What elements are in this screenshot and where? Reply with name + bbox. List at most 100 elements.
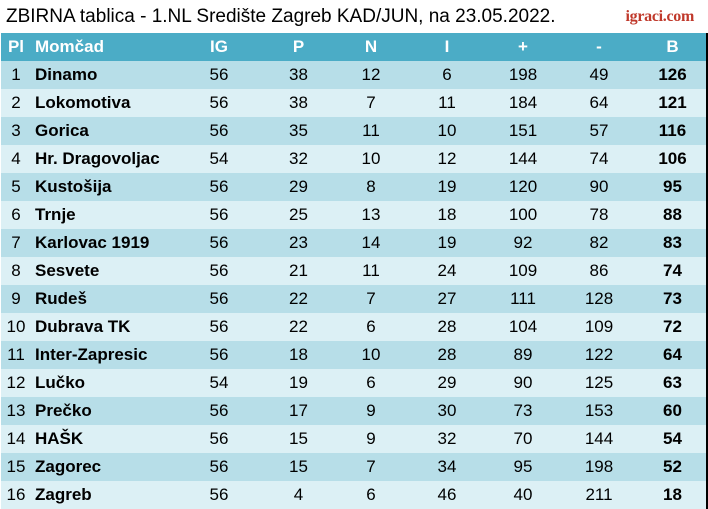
table-title: ZBIRNA tablica - 1.NL Središte Zagreb KA… — [6, 6, 556, 27]
cell-wins: 29 — [262, 173, 335, 201]
cell-draws: 7 — [335, 453, 407, 481]
header-pl: Pl — [1, 33, 31, 61]
cell-goals-for: 111 — [487, 285, 559, 313]
cell-position: 10 — [1, 313, 31, 341]
cell-draws: 10 — [335, 145, 407, 173]
cell-played: 56 — [176, 89, 262, 117]
standings-body: 1 Dinamo 56 38 12 6 198 49 126 2 Lokomotiva 56 38 7 11… — [1, 61, 708, 509]
cell-played: 56 — [176, 285, 262, 313]
cell-goals-against: 57 — [559, 117, 639, 145]
cell-position: 5 — [1, 173, 31, 201]
cell-draws: 13 — [335, 201, 407, 229]
table-row: 1 Dinamo 56 38 12 6 198 49 126 — [1, 61, 708, 89]
site-logo: igraci.com — [625, 8, 694, 25]
header-team: Momčad — [31, 33, 176, 61]
cell-played: 56 — [176, 173, 262, 201]
cell-team: Zagorec — [31, 453, 176, 481]
cell-position: 3 — [1, 117, 31, 145]
cell-points: 72 — [639, 313, 708, 341]
cell-losses: 32 — [407, 425, 487, 453]
cell-losses: 6 — [407, 61, 487, 89]
cell-wins: 32 — [262, 145, 335, 173]
cell-goals-for: 95 — [487, 453, 559, 481]
cell-team: HAŠK — [31, 425, 176, 453]
cell-losses: 28 — [407, 341, 487, 369]
cell-wins: 19 — [262, 369, 335, 397]
cell-goals-for: 184 — [487, 89, 559, 117]
cell-team: Lokomotiva — [31, 89, 176, 117]
table-row: 3 Gorica 56 35 11 10 151 57 116 — [1, 117, 708, 145]
cell-wins: 15 — [262, 425, 335, 453]
cell-draws: 12 — [335, 61, 407, 89]
cell-played: 56 — [176, 61, 262, 89]
cell-draws: 11 — [335, 117, 407, 145]
cell-played: 56 — [176, 313, 262, 341]
cell-position: 9 — [1, 285, 31, 313]
cell-draws: 7 — [335, 89, 407, 117]
cell-goals-for: 120 — [487, 173, 559, 201]
cell-points: 60 — [639, 397, 708, 425]
standings-table: Pl Momčad IG P N I + - B 1 Dinamo 56 38 12 6 1… — [1, 33, 708, 509]
cell-position: 11 — [1, 341, 31, 369]
cell-draws: 7 — [335, 285, 407, 313]
cell-losses: 19 — [407, 229, 487, 257]
cell-goals-for: 151 — [487, 117, 559, 145]
cell-wins: 22 — [262, 285, 335, 313]
cell-goals-against: 144 — [559, 425, 639, 453]
cell-losses: 46 — [407, 481, 487, 509]
cell-points: 63 — [639, 369, 708, 397]
cell-points: 73 — [639, 285, 708, 313]
cell-position: 14 — [1, 425, 31, 453]
cell-losses: 12 — [407, 145, 487, 173]
cell-wins: 23 — [262, 229, 335, 257]
cell-losses: 30 — [407, 397, 487, 425]
cell-played: 54 — [176, 369, 262, 397]
cell-team: Karlovac 1919 — [31, 229, 176, 257]
header-row: Pl Momčad IG P N I + - B — [1, 33, 708, 61]
cell-wins: 18 — [262, 341, 335, 369]
table-row: 2 Lokomotiva 56 38 7 11 184 64 121 — [1, 89, 708, 117]
cell-goals-against: 64 — [559, 89, 639, 117]
cell-goals-for: 70 — [487, 425, 559, 453]
cell-draws: 11 — [335, 257, 407, 285]
cell-draws: 6 — [335, 369, 407, 397]
cell-team: Trnje — [31, 201, 176, 229]
cell-played: 56 — [176, 425, 262, 453]
cell-draws: 9 — [335, 425, 407, 453]
cell-losses: 27 — [407, 285, 487, 313]
cell-team: Dubrava TK — [31, 313, 176, 341]
cell-goals-against: 198 — [559, 453, 639, 481]
cell-points: 88 — [639, 201, 708, 229]
cell-position: 8 — [1, 257, 31, 285]
cell-played: 56 — [176, 117, 262, 145]
cell-wins: 22 — [262, 313, 335, 341]
cell-goals-for: 100 — [487, 201, 559, 229]
cell-played: 56 — [176, 257, 262, 285]
table-row: 6 Trnje 56 25 13 18 100 78 88 — [1, 201, 708, 229]
cell-team: Kustošija — [31, 173, 176, 201]
cell-played: 56 — [176, 341, 262, 369]
cell-goals-against: 78 — [559, 201, 639, 229]
cell-goals-for: 109 — [487, 257, 559, 285]
cell-position: 7 — [1, 229, 31, 257]
header-plus: + — [487, 33, 559, 61]
cell-draws: 14 — [335, 229, 407, 257]
table-row: 11 Inter-Zapresic 56 18 10 28 89 122 64 — [1, 341, 708, 369]
cell-points: 126 — [639, 61, 708, 89]
cell-played: 56 — [176, 201, 262, 229]
cell-wins: 38 — [262, 89, 335, 117]
cell-wins: 17 — [262, 397, 335, 425]
cell-points: 18 — [639, 481, 708, 509]
cell-goals-for: 198 — [487, 61, 559, 89]
cell-points: 106 — [639, 145, 708, 173]
cell-goals-against: 211 — [559, 481, 639, 509]
cell-points: 83 — [639, 229, 708, 257]
cell-losses: 29 — [407, 369, 487, 397]
header-n: N — [335, 33, 407, 61]
cell-points: 74 — [639, 257, 708, 285]
table-row: 8 Sesvete 56 21 11 24 109 86 74 — [1, 257, 708, 285]
cell-goals-against: 82 — [559, 229, 639, 257]
cell-wins: 4 — [262, 481, 335, 509]
cell-position: 15 — [1, 453, 31, 481]
